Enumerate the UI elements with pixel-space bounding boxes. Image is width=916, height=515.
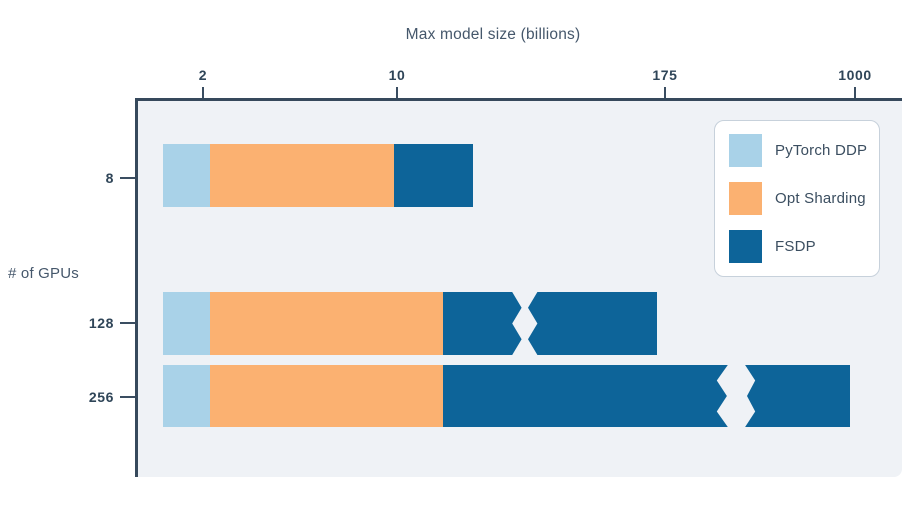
x-tick-label: 1000: [838, 67, 872, 83]
y-axis-line: [135, 98, 138, 477]
bar-segment-opt: [210, 292, 443, 355]
legend-label: Opt Sharding: [775, 190, 866, 207]
legend-item-ddp: PyTorch DDP: [729, 134, 868, 167]
legend-label: PyTorch DDP: [775, 142, 868, 159]
bar-segment-opt: [210, 365, 443, 427]
axis-break-icon: [512, 292, 538, 355]
bar-row-8-gpus: [163, 144, 473, 207]
bar-segment-fsdp: [394, 144, 473, 207]
legend-swatch-fsdp: [729, 230, 762, 263]
legend-label: FSDP: [775, 238, 816, 255]
legend-item-opt: Opt Sharding: [729, 182, 866, 215]
bar-segment-ddp: [163, 365, 210, 427]
chart-title: Max model size (billions): [405, 26, 581, 43]
x-tick-mark: [664, 87, 666, 98]
y-axis-title: # of GPUs: [8, 265, 79, 282]
y-tick-label: 256: [88, 389, 114, 405]
y-tick-label: 8: [105, 170, 114, 186]
x-tick-mark: [202, 87, 204, 98]
bar-segment-fsdp: [443, 292, 657, 355]
x-tick-label: 2: [198, 67, 208, 83]
y-tick-mark: [120, 322, 135, 324]
bar-segment-opt: [210, 144, 394, 207]
axis-break-icon: [716, 365, 756, 427]
x-tick-label: 175: [652, 67, 678, 83]
x-tick-label: 10: [388, 67, 406, 83]
bar-segment-ddp: [163, 292, 210, 355]
legend-swatch-opt: [729, 182, 762, 215]
bar-segment-ddp: [163, 144, 210, 207]
legend: PyTorch DDP Opt Sharding FSDP: [714, 120, 880, 277]
x-axis-line: [135, 98, 902, 101]
x-tick-mark: [854, 87, 856, 98]
legend-item-fsdp: FSDP: [729, 230, 865, 263]
bar-segment-fsdp: [443, 365, 850, 427]
y-tick-label: 128: [88, 315, 114, 331]
x-tick-mark: [396, 87, 398, 98]
y-tick-mark: [120, 177, 135, 179]
bar-row-256-gpus: [163, 365, 850, 427]
bar-row-128-gpus: [163, 292, 657, 355]
legend-swatch-ddp: [729, 134, 762, 167]
y-tick-mark: [120, 396, 135, 398]
